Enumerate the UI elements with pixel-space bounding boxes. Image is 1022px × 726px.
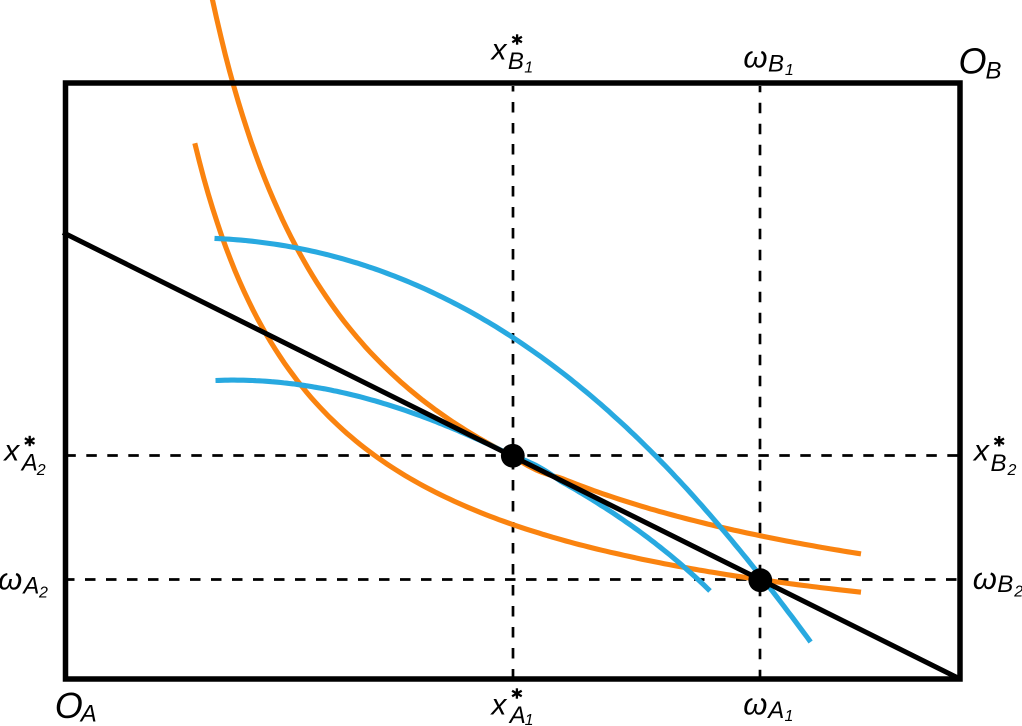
svg-text:O: O	[959, 40, 987, 81]
svg-text:2: 2	[38, 585, 48, 602]
svg-text:1: 1	[785, 62, 794, 79]
svg-text:A: A	[21, 573, 39, 600]
svg-text:B: B	[991, 450, 1007, 477]
svg-text:2: 2	[1007, 462, 1017, 479]
svg-text:2: 2	[36, 462, 46, 479]
svg-text:B: B	[997, 571, 1013, 598]
svg-text:1: 1	[525, 712, 534, 726]
svg-text:1: 1	[785, 708, 794, 725]
svg-text:1: 1	[524, 59, 533, 76]
svg-text:O: O	[55, 685, 83, 726]
svg-text:ω: ω	[0, 562, 22, 597]
svg-text:ω: ω	[973, 561, 997, 596]
svg-text:x: x	[2, 435, 20, 468]
svg-text:2: 2	[1013, 584, 1022, 601]
svg-text:x: x	[489, 688, 507, 721]
svg-text:ω: ω	[743, 686, 767, 721]
svg-text:B: B	[768, 51, 784, 78]
svg-text:x: x	[490, 34, 508, 67]
svg-text:A: A	[508, 702, 526, 726]
svg-text:A: A	[20, 449, 38, 476]
svg-text:x: x	[972, 435, 990, 468]
svg-text:B: B	[986, 57, 1002, 84]
svg-text:A: A	[766, 697, 784, 724]
svg-text:A: A	[79, 701, 97, 726]
svg-text:ω: ω	[743, 40, 767, 75]
svg-text:B: B	[508, 48, 524, 75]
